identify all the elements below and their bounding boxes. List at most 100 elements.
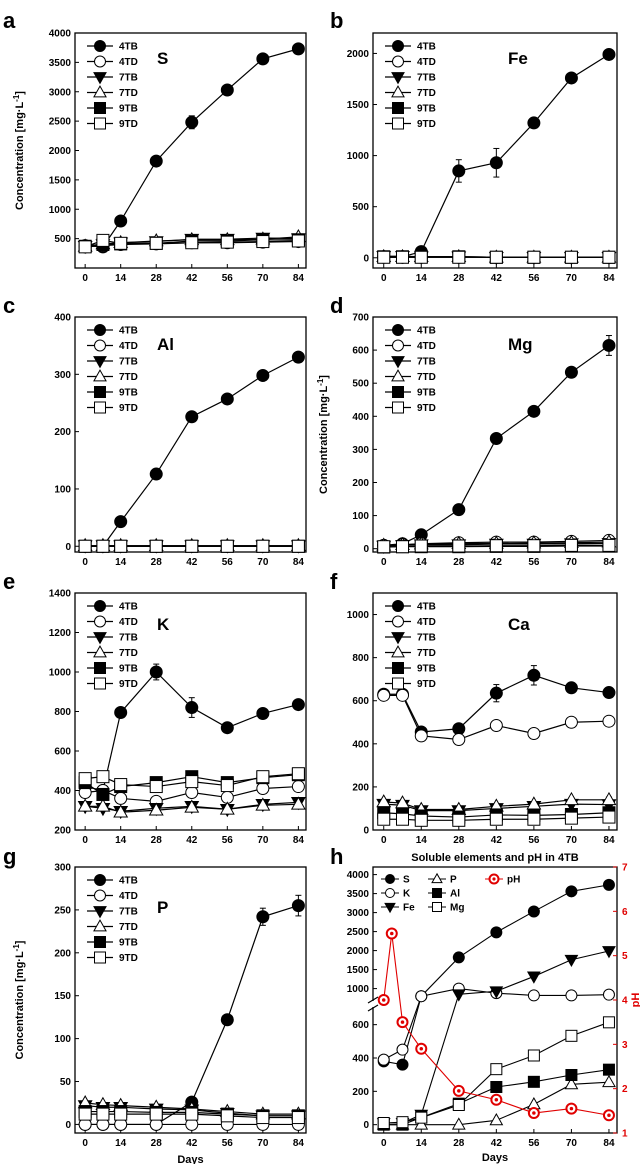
- legend-marker-h-Mg: [432, 902, 442, 912]
- x-tick-label-d-2: 28: [453, 557, 465, 568]
- x-tick-label-e-5: 70: [257, 835, 269, 846]
- y-tick-label-e-4: 1000: [49, 668, 72, 679]
- plot-frame-c: [74, 316, 307, 553]
- series-b-9TD: [377, 250, 616, 264]
- series-f-4TD: [377, 688, 616, 747]
- point-a-9TD-6: [256, 235, 270, 249]
- y-tick-label-a-7: 4000: [49, 29, 72, 40]
- point-c-9TD-2: [114, 539, 128, 553]
- legend-marker-h-S: [385, 874, 395, 884]
- x-tick-label-f-2: 28: [453, 835, 465, 846]
- series-g-4TD: [78, 1117, 305, 1131]
- y-tick-label-a-0: 500: [54, 234, 71, 245]
- point-c-9TD-5: [220, 539, 234, 553]
- y-tick-label-e-1: 400: [54, 786, 71, 797]
- series-d-4TB: [377, 335, 616, 552]
- y-tick-label-d-1: 100: [352, 511, 369, 522]
- x-tick-label-f-4: 56: [528, 835, 540, 846]
- legend-marker-g-1: [94, 889, 106, 902]
- point-f-4TB-3: [452, 722, 466, 736]
- y-tick-label-right-h-1: 2: [622, 1084, 628, 1095]
- panel-title-h: Soluble elements and pH in 4TB: [411, 852, 579, 864]
- point-d-9TD-5: [527, 539, 541, 553]
- x-tick-label-e-3: 42: [186, 835, 198, 846]
- legend-marker-a-2: [93, 72, 107, 85]
- point-h-S-5: [527, 905, 540, 918]
- point-e-4TD-2: [114, 791, 128, 805]
- legend-b: 4TB 4TD 7TB 7TD 9TB 9TD: [385, 40, 436, 130]
- point-f-9TD-3: [452, 813, 466, 827]
- point-e-7TD-1: [95, 798, 111, 812]
- legend-marker-d-2: [391, 356, 405, 369]
- y-tick-label-g-4: 200: [54, 948, 71, 959]
- legend-marker-f-4: [392, 662, 404, 674]
- legend-marker-g-0: [94, 874, 106, 886]
- legend-marker-c-1: [94, 339, 106, 352]
- y-tick-label-upper-h-2: 2000: [347, 946, 370, 957]
- legend-label-d-4: 9TB: [417, 388, 436, 399]
- y-axis-title-d: Concentration [mg·L-1]: [316, 375, 330, 494]
- x-tick-label-b-1: 14: [416, 273, 428, 284]
- point-g-9TD-0: [78, 1107, 92, 1121]
- point-g-4TB-7: [291, 899, 305, 913]
- legend-label-h-pH: pH: [507, 875, 520, 886]
- legend-label-b-4: 9TB: [417, 104, 436, 115]
- x-axis-title-g: Days: [177, 1154, 203, 1164]
- series-e-9TD: [78, 767, 305, 794]
- legend-marker-a-1: [94, 55, 106, 68]
- legend-label-f-2: 7TB: [417, 633, 436, 644]
- legend-marker-c-0: [94, 324, 106, 336]
- point-c-9TD-6: [256, 539, 270, 553]
- point-f-4TD-7: [602, 714, 616, 728]
- legend-marker-f-5: [392, 677, 404, 690]
- series-c-4TB: [78, 350, 305, 553]
- x-tick-label-e-1: 14: [115, 835, 127, 846]
- legend-marker-g-3: [93, 919, 107, 932]
- x-tick-label-c-6: 84: [293, 557, 305, 568]
- point-c-4TB-2: [114, 515, 128, 529]
- point-d-9TD-6: [564, 538, 578, 552]
- point-h-Fe-7: [602, 946, 616, 959]
- x-tick-label-e-2: 28: [151, 835, 163, 846]
- y-tick-label-d-3: 300: [352, 445, 369, 456]
- point-b-9TD-4: [489, 250, 503, 264]
- point-g-9TD-7: [291, 1111, 305, 1125]
- panel-title-f: Ca: [508, 615, 530, 634]
- legend-marker-e-4: [94, 662, 106, 674]
- point-a-9TD-7: [291, 234, 305, 248]
- point-e-7TD-5: [219, 801, 235, 815]
- x-tick-label-h-1: 14: [416, 1138, 428, 1149]
- x-tick-label-h-3: 42: [491, 1138, 503, 1149]
- y-tick-label-b-0: 0: [363, 253, 369, 264]
- y-tick-label-f-3: 600: [352, 696, 369, 707]
- y-tick-label-right-h-0: 1: [622, 1129, 628, 1140]
- point-c-9TD-3: [149, 539, 163, 553]
- point-e-4TB-2: [114, 705, 128, 719]
- x-tick-label-d-4: 56: [528, 557, 540, 568]
- panel-letter-g: g: [3, 844, 16, 869]
- point-h-Mg-1: [396, 1116, 409, 1129]
- y-tick-label-d-4: 400: [352, 412, 369, 423]
- x-tick-label-h-6: 84: [603, 1138, 615, 1149]
- legend-marker-e-5: [94, 677, 106, 690]
- x-tick-label-b-5: 70: [566, 273, 578, 284]
- legend-label-f-0: 4TB: [417, 602, 436, 613]
- point-c-4TB-7: [291, 350, 305, 364]
- legend-marker-c-2: [93, 356, 107, 369]
- point-h-Al-7: [602, 1063, 615, 1076]
- y-tick-label-upper-h-6: 4000: [347, 870, 370, 881]
- legend-label-a-3: 7TD: [119, 88, 138, 99]
- legend-label-a-5: 9TD: [119, 119, 138, 130]
- point-f-4TD-0: [377, 688, 391, 702]
- point-f-4TD-6: [564, 715, 578, 729]
- y-tick-label-upper-h-5: 3500: [347, 889, 370, 900]
- legend-f: 4TB 4TD 7TB 7TD 9TB 9TD: [385, 600, 436, 690]
- x-axis-title-h: Days: [482, 1152, 508, 1164]
- series-c-9TD: [78, 539, 305, 553]
- legend-c: 4TB 4TD 7TB 7TD 9TB 9TD: [87, 324, 138, 414]
- legend-label-g-5: 9TD: [119, 953, 138, 964]
- legend-label-c-0: 4TB: [119, 326, 138, 337]
- x-tick-label-e-0: 0: [82, 835, 88, 846]
- point-a-4TB-5: [220, 83, 234, 97]
